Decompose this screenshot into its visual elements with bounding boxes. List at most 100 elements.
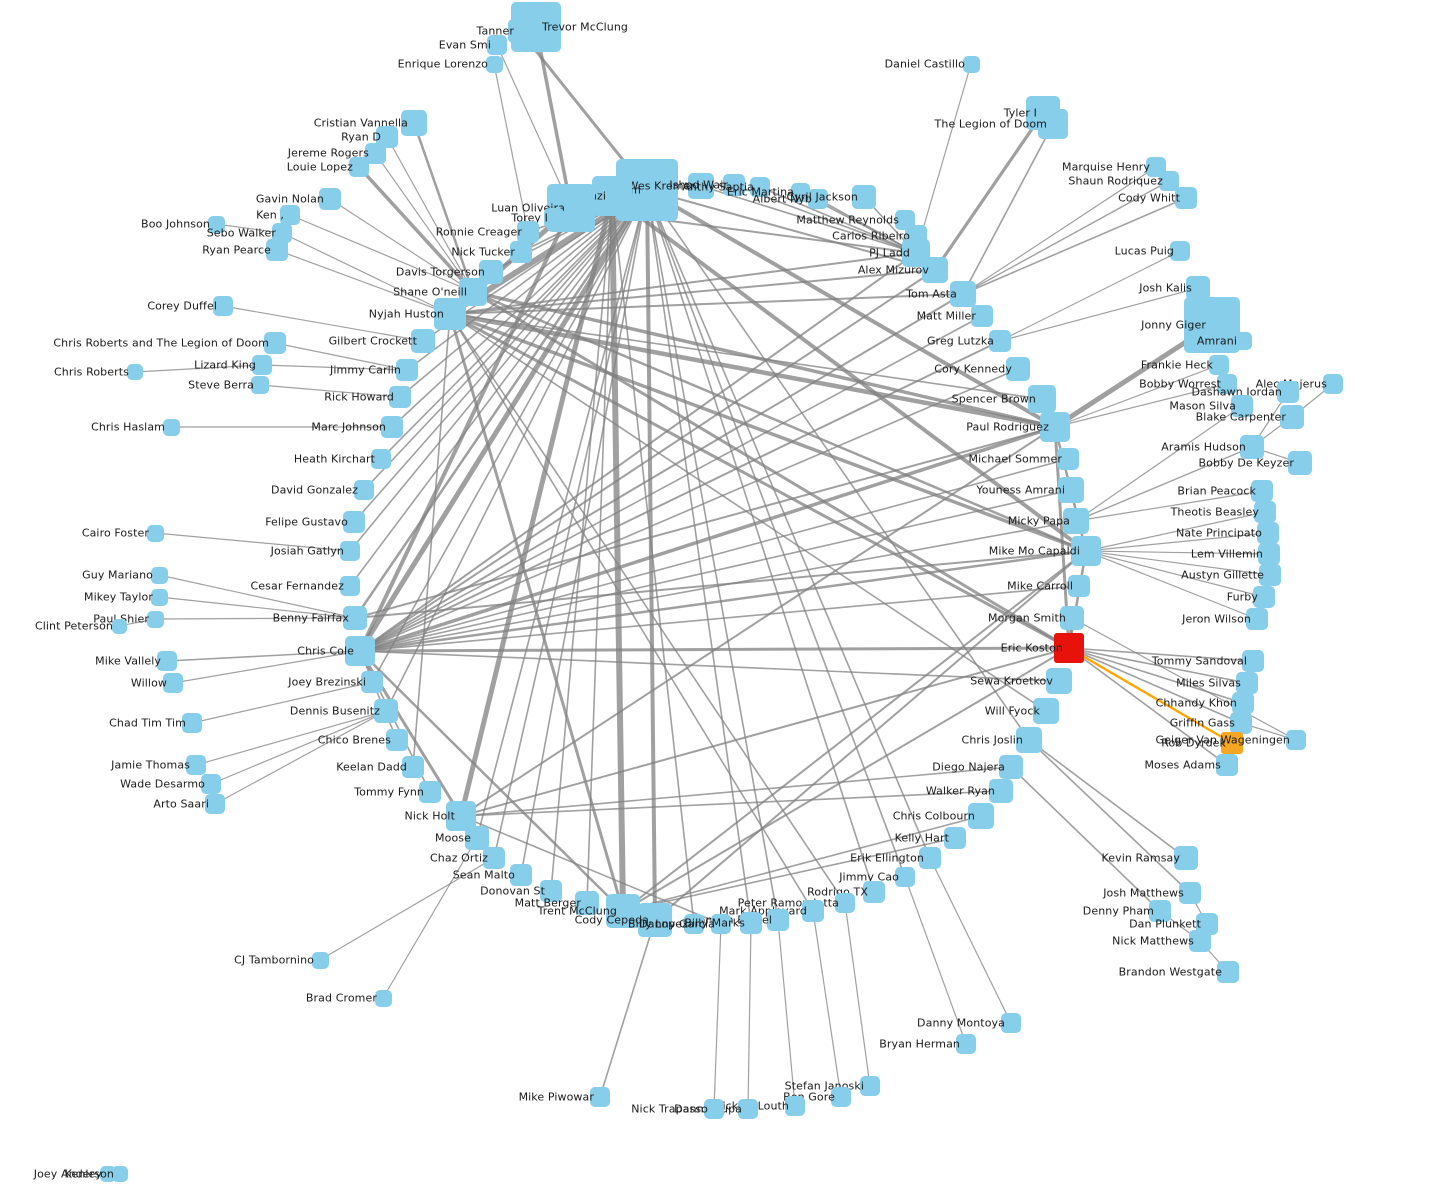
graph-node[interactable] [1221, 732, 1243, 754]
graph-node[interactable] [989, 330, 1011, 352]
graph-node[interactable] [1323, 374, 1343, 394]
graph-node[interactable] [835, 893, 855, 913]
graph-node[interactable] [483, 847, 505, 869]
graph-node[interactable] [207, 215, 225, 233]
graph-node[interactable] [1071, 536, 1101, 566]
graph-node[interactable] [1170, 241, 1190, 261]
graph-node[interactable] [1217, 961, 1239, 983]
graph-node[interactable] [684, 914, 704, 934]
graph-node[interactable] [374, 699, 398, 723]
graph-node[interactable] [1209, 355, 1229, 375]
graph-node[interactable] [1174, 846, 1198, 870]
graph-node[interactable] [999, 755, 1023, 779]
graph-node[interactable] [723, 174, 745, 196]
graph-node[interactable] [944, 827, 966, 849]
graph-node[interactable] [182, 713, 202, 733]
graph-node[interactable] [150, 566, 168, 584]
graph-node[interactable] [157, 651, 177, 671]
graph-node[interactable] [311, 951, 329, 969]
graph-node[interactable] [434, 298, 466, 330]
graph-node[interactable] [606, 894, 640, 928]
graph-node[interactable] [374, 989, 392, 1007]
graph-node[interactable] [989, 779, 1013, 803]
graph-node[interactable] [1288, 451, 1312, 475]
graph-node[interactable] [1286, 730, 1306, 750]
graph-node[interactable] [389, 386, 411, 408]
graph-node[interactable] [785, 1096, 805, 1116]
graph-node[interactable] [1159, 171, 1179, 191]
graph-node[interactable] [1246, 608, 1268, 630]
graph-node[interactable] [111, 618, 127, 634]
graph-node[interactable] [738, 1099, 758, 1119]
graph-node[interactable] [1068, 575, 1090, 597]
graph-node[interactable] [590, 1087, 610, 1107]
graph-node[interactable] [1063, 508, 1089, 534]
graph-node[interactable] [465, 826, 489, 850]
graph-node[interactable] [1251, 480, 1273, 502]
graph-node[interactable] [386, 729, 408, 751]
graph-node[interactable] [510, 864, 532, 886]
graph-node[interactable] [411, 329, 435, 353]
graph-node[interactable] [340, 541, 360, 561]
graph-node[interactable] [1179, 882, 1201, 904]
graph-node[interactable] [1231, 395, 1253, 417]
graph-node[interactable] [688, 173, 714, 199]
graph-node[interactable] [956, 1034, 976, 1054]
graph-node[interactable] [1001, 1013, 1021, 1033]
graph-node[interactable] [1258, 543, 1280, 565]
graph-node[interactable] [1058, 477, 1084, 503]
graph-node[interactable] [1196, 913, 1218, 935]
graph-node[interactable] [1149, 900, 1171, 922]
graph-node[interactable] [112, 1166, 128, 1182]
graph-node[interactable] [860, 1076, 880, 1096]
graph-node[interactable] [1277, 381, 1299, 403]
graph-node[interactable] [1175, 187, 1197, 209]
graph-node[interactable] [349, 157, 369, 177]
graph-node[interactable] [1054, 633, 1084, 663]
graph-node[interactable] [638, 903, 672, 937]
graph-node[interactable] [517, 221, 539, 243]
graph-node[interactable] [340, 576, 360, 596]
graph-node[interactable] [802, 900, 824, 922]
graph-node[interactable] [863, 881, 885, 903]
graph-node[interactable] [401, 110, 427, 136]
graph-node[interactable] [354, 480, 374, 500]
graph-node[interactable] [1038, 109, 1068, 139]
graph-node[interactable] [1257, 522, 1279, 544]
graph-node[interactable] [1057, 448, 1079, 470]
graph-node[interactable] [201, 774, 221, 794]
graph-node[interactable] [186, 755, 206, 775]
graph-node[interactable] [575, 891, 599, 915]
graph-node[interactable] [919, 847, 941, 869]
graph-node[interactable] [510, 241, 532, 263]
graph-node[interactable] [272, 223, 292, 243]
graph-node[interactable] [790, 182, 810, 202]
graph-node[interactable] [1242, 650, 1264, 672]
graph-node[interactable] [150, 588, 168, 606]
graph-node[interactable] [1186, 276, 1210, 300]
graph-node[interactable] [364, 142, 386, 164]
graph-node[interactable] [1236, 672, 1258, 694]
graph-node[interactable] [1217, 374, 1237, 394]
graph-node[interactable] [163, 673, 183, 693]
graph-node[interactable] [146, 610, 164, 628]
graph-node[interactable] [1016, 727, 1042, 753]
graph-node[interactable] [767, 909, 789, 931]
graph-node[interactable] [540, 880, 562, 902]
graph-node[interactable] [1006, 357, 1030, 381]
graph-node[interactable] [127, 364, 143, 380]
graph-node[interactable] [895, 867, 915, 887]
graph-node[interactable] [962, 55, 980, 73]
graph-node[interactable] [950, 281, 976, 307]
graph-node[interactable] [381, 416, 403, 438]
graph-node[interactable] [1189, 930, 1211, 952]
graph-node[interactable] [1280, 405, 1304, 429]
graph-node[interactable] [396, 359, 418, 381]
graph-node[interactable] [402, 756, 424, 778]
graph-node[interactable] [280, 205, 300, 225]
graph-node[interactable] [266, 239, 288, 261]
graph-node[interactable] [252, 355, 272, 375]
graph-node[interactable] [1240, 435, 1264, 459]
graph-node[interactable] [740, 912, 762, 934]
graph-node[interactable] [852, 185, 876, 209]
